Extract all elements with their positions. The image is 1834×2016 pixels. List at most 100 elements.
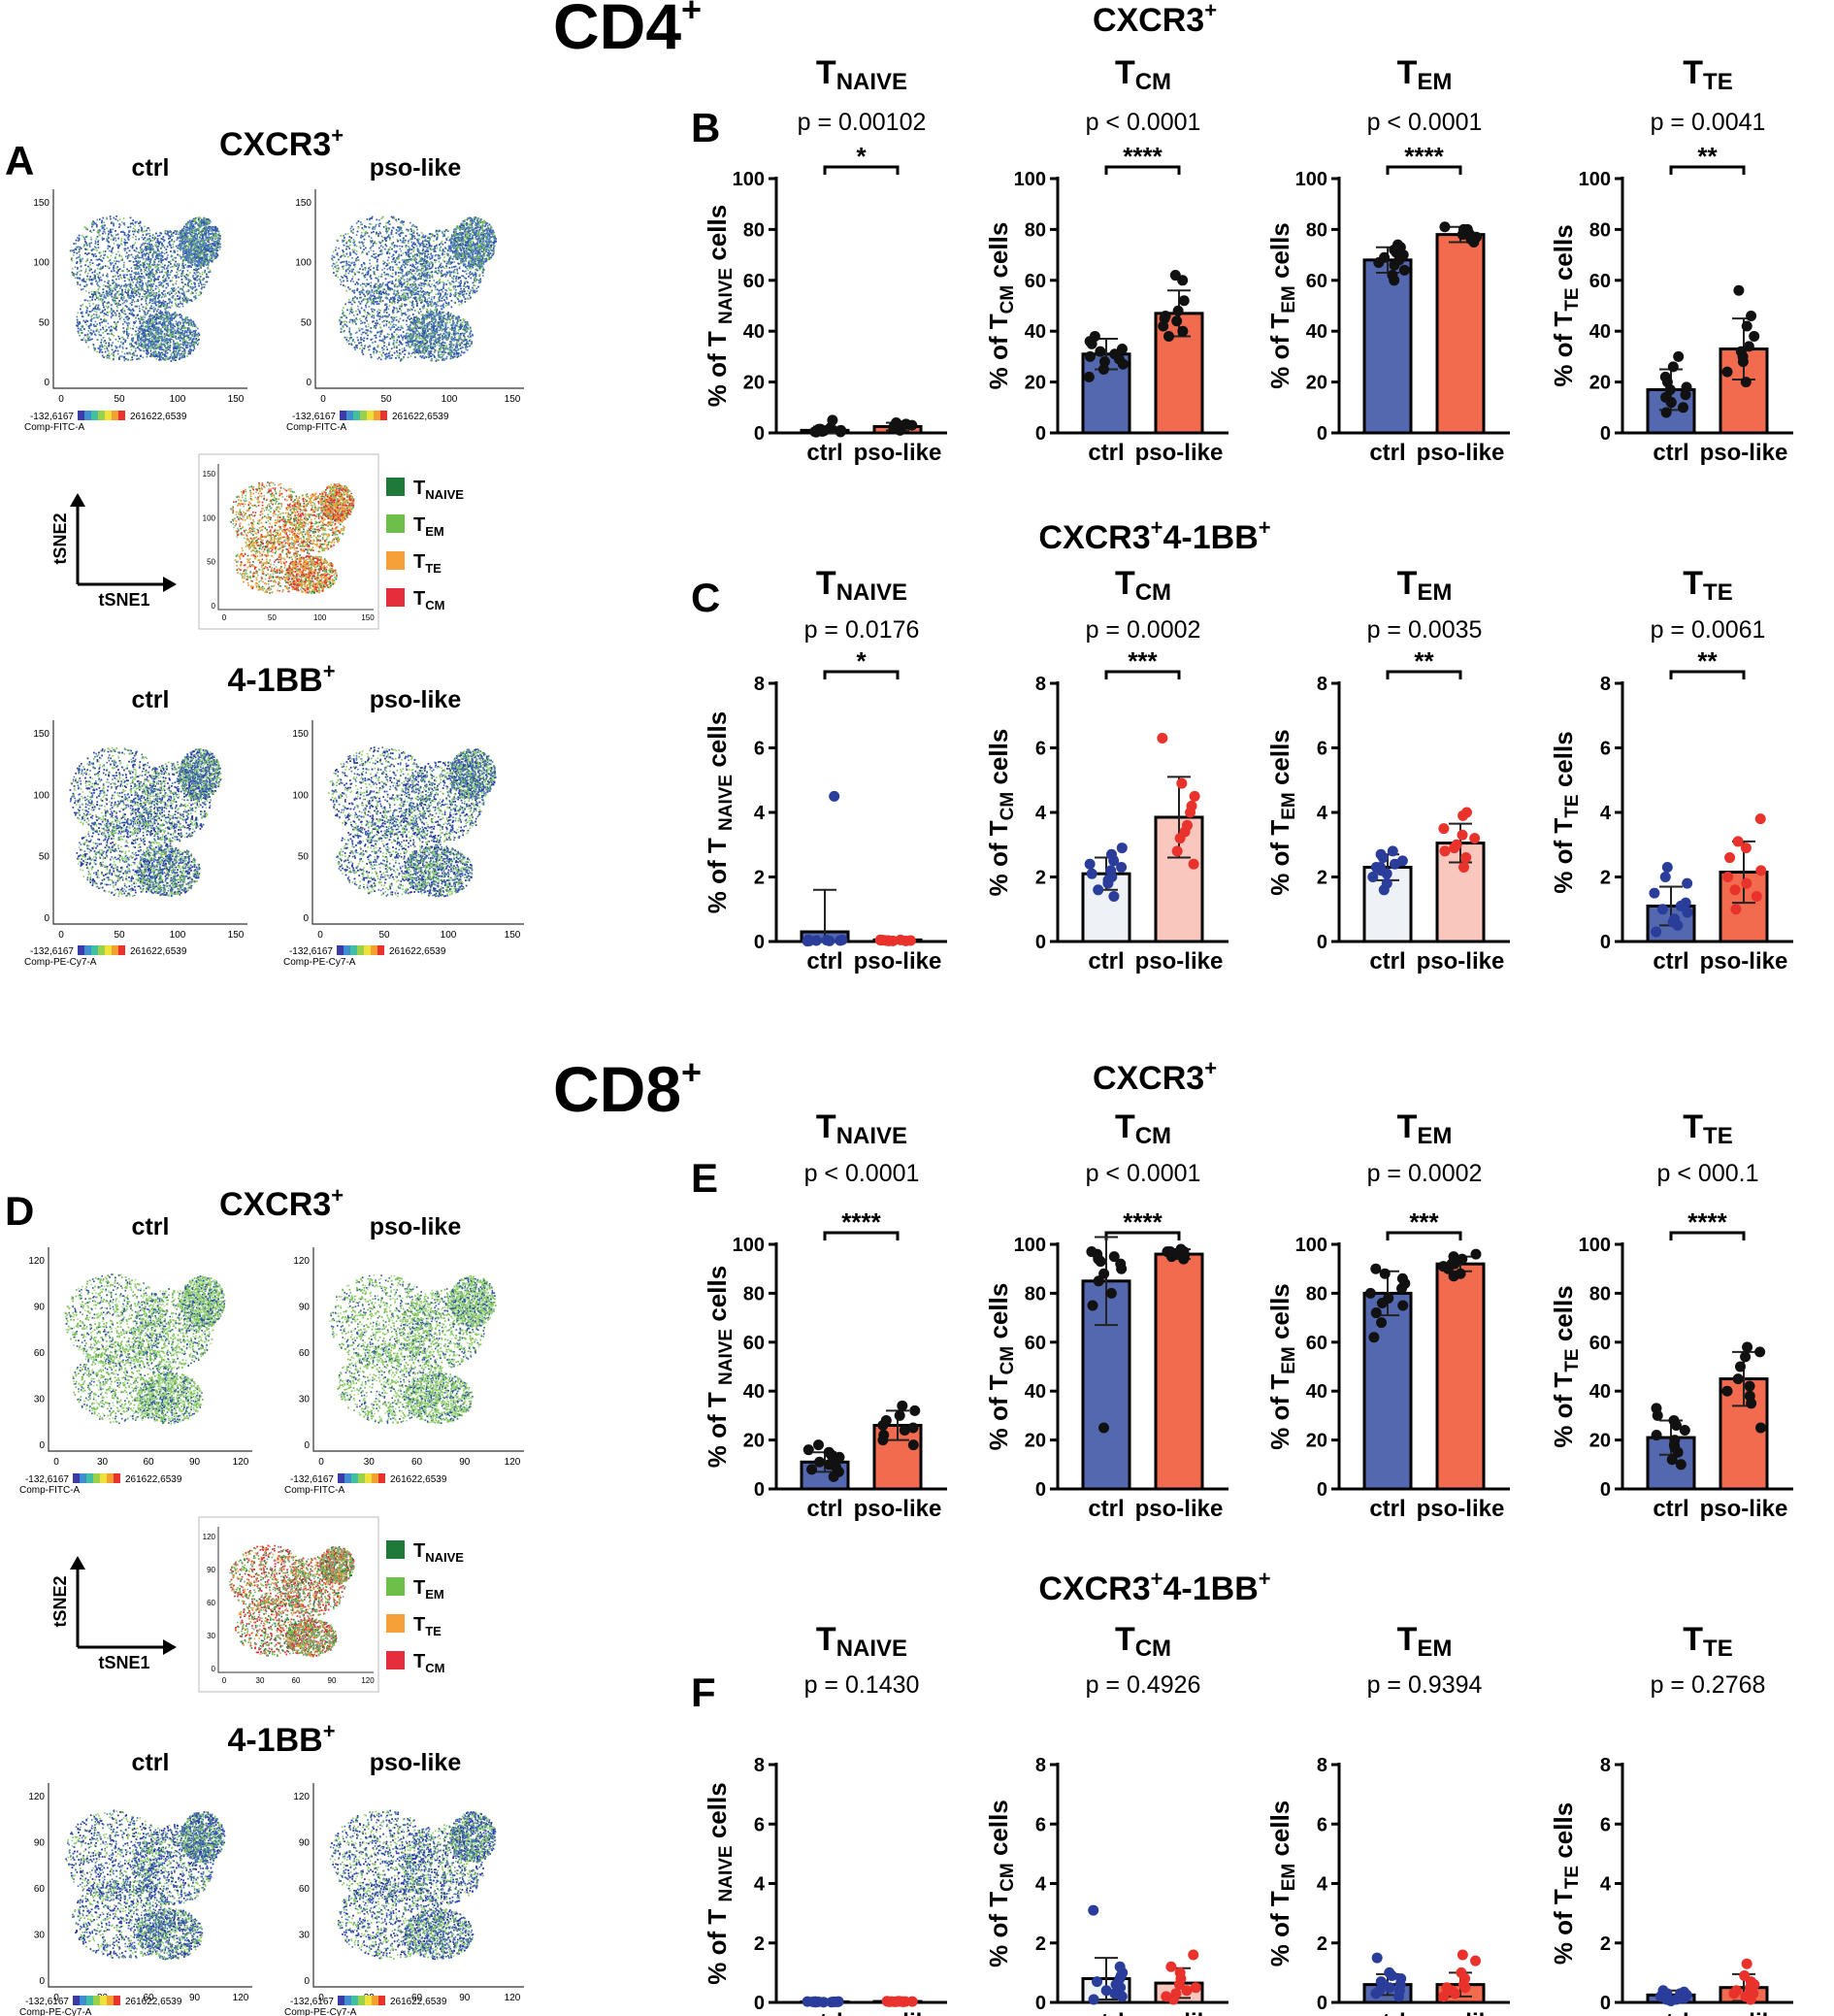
category-label: pso-like xyxy=(854,1496,942,1522)
data-point xyxy=(830,1461,841,1472)
tsne-x-tick: 100 xyxy=(441,930,457,941)
data-point xyxy=(1379,1268,1391,1279)
category-label: ctrl xyxy=(1369,2009,1405,2016)
y-tick-label: 20 xyxy=(1025,373,1046,394)
data-point xyxy=(1178,295,1190,307)
tsne-x-tick: 150 xyxy=(505,394,521,405)
data-point xyxy=(1732,836,1744,847)
panel-letter-b: B xyxy=(691,105,720,150)
y-tick-label: 40 xyxy=(743,1381,765,1403)
data-point xyxy=(1729,884,1741,896)
y-tick-label: 100 xyxy=(733,169,765,190)
data-point xyxy=(1087,1300,1098,1311)
tsne-y-tick: 150 xyxy=(295,198,311,209)
tsne-events xyxy=(329,748,497,898)
tsne-y-tick: 90 xyxy=(299,1303,311,1313)
tsne-y-tick: 150 xyxy=(33,729,49,740)
tsne-pso-label: pso-like xyxy=(370,686,462,713)
data-point xyxy=(1660,407,1672,418)
tsne-channel-label: Comp-FITC-A xyxy=(286,422,347,433)
chart-title: TCM xyxy=(1115,54,1171,95)
data-point xyxy=(1171,315,1183,327)
p-value: p = 0.1430 xyxy=(804,1671,920,1699)
data-point xyxy=(1730,904,1742,915)
tsne-group-0: CXCR3+ ctrl pso-like 0 50 100 150 0 50 100 150 -132… xyxy=(24,123,524,433)
y-tick-label: 20 xyxy=(1306,373,1327,394)
data-point xyxy=(880,1414,892,1426)
data-point xyxy=(1682,907,1693,918)
significance-bracket xyxy=(1386,670,1462,679)
tsne-x-tick: 0 xyxy=(58,394,64,405)
data-point xyxy=(1457,1253,1468,1265)
cluster-map-axes xyxy=(217,1527,374,1673)
chart-e-naive: TNAIVE p < 0.0001 **** 0 20 40 60 80 100 % of T N… xyxy=(703,1108,947,1522)
data-point xyxy=(810,1997,822,2008)
category-label: ctrl xyxy=(806,948,842,975)
y-tick-label: 6 xyxy=(1035,1814,1046,1835)
y-tick-label: 0 xyxy=(1600,932,1611,953)
category-label: pso-like xyxy=(1417,1496,1505,1522)
y-tick-label: 6 xyxy=(754,1814,765,1835)
category-label: pso-like xyxy=(854,948,942,975)
chart-title: TNAIVE xyxy=(816,54,907,95)
data-point xyxy=(1744,1380,1755,1392)
y-tick-label: 60 xyxy=(1306,1333,1327,1354)
tsne-events xyxy=(335,1810,496,1960)
significance-bracket xyxy=(823,1231,900,1240)
tsne-color-scale xyxy=(73,1473,120,1483)
data-point xyxy=(1084,350,1096,362)
tsne-axis-arrows: tSNE1 tSNE2 xyxy=(50,493,177,610)
tsne-x-tick: 100 xyxy=(170,930,186,941)
data-point xyxy=(1651,1430,1662,1441)
data-point xyxy=(1439,845,1451,857)
y-tick-label: 40 xyxy=(1306,1381,1327,1403)
y-tick-label: 8 xyxy=(754,674,765,695)
data-point xyxy=(1387,845,1398,857)
y-tick-label: 0 xyxy=(754,423,765,445)
tsne-events xyxy=(229,1545,354,1657)
tsne1-label: tSNE1 xyxy=(98,590,149,610)
tsne-events xyxy=(232,481,355,594)
tsne-events xyxy=(331,215,496,361)
row-title-cd4-cxcr3: CXCR3+ xyxy=(1093,0,1217,39)
cluster-y-tick: 120 xyxy=(203,1533,216,1541)
significance-stars: **** xyxy=(1123,142,1163,171)
category-label: ctrl xyxy=(1653,440,1688,466)
category-label: pso-like xyxy=(1700,2009,1788,2016)
y-axis-label: % of TTE cells xyxy=(1549,224,1583,386)
p-value: p = 0.9394 xyxy=(1367,1671,1483,1699)
tsne-group-title: 4-1BB+ xyxy=(227,1719,335,1759)
tsne-x-tick: 150 xyxy=(505,930,521,941)
tsne-axes xyxy=(312,1783,524,1988)
legend-swatch xyxy=(386,588,405,607)
y-tick-label: 8 xyxy=(1035,1755,1046,1776)
data-point xyxy=(1449,1258,1460,1270)
data-point xyxy=(1456,1966,1467,1978)
data-point xyxy=(1367,872,1379,882)
chart-title: TCM xyxy=(1115,1621,1171,1662)
chart-title: TEM xyxy=(1397,565,1453,606)
tsne-scale-min: -132,6167 xyxy=(30,412,74,422)
tsne-color-scale xyxy=(338,1473,385,1483)
data-point xyxy=(1469,833,1481,844)
data-point xyxy=(1740,1351,1752,1363)
y-tick-label: 80 xyxy=(1589,1283,1611,1305)
category-label: ctrl xyxy=(806,1496,842,1522)
data-point xyxy=(1669,1435,1681,1446)
tsne-channel-label: Comp-PE-Cy7-A xyxy=(284,2007,357,2016)
data-point xyxy=(1188,1949,1199,1961)
legend-label: TCM xyxy=(413,1651,444,1675)
data-point xyxy=(1086,868,1097,879)
data-point xyxy=(1751,890,1762,902)
tsne2-label: tSNE2 xyxy=(50,512,70,564)
data-point xyxy=(1172,305,1184,316)
tsne-y-tick: 60 xyxy=(299,1884,311,1895)
tsne-group-3: 4-1BB+ ctrl pso-like 0 30 60 90 120 0 30 60 90 120 -1… xyxy=(19,1719,524,2016)
legend-label: TEM xyxy=(413,1577,444,1602)
data-point xyxy=(1373,256,1385,268)
y-tick-label: 80 xyxy=(743,1283,765,1305)
data-point xyxy=(1190,1982,1201,1994)
data-point xyxy=(1682,877,1693,889)
p-value: p = 0.0002 xyxy=(1086,616,1201,644)
